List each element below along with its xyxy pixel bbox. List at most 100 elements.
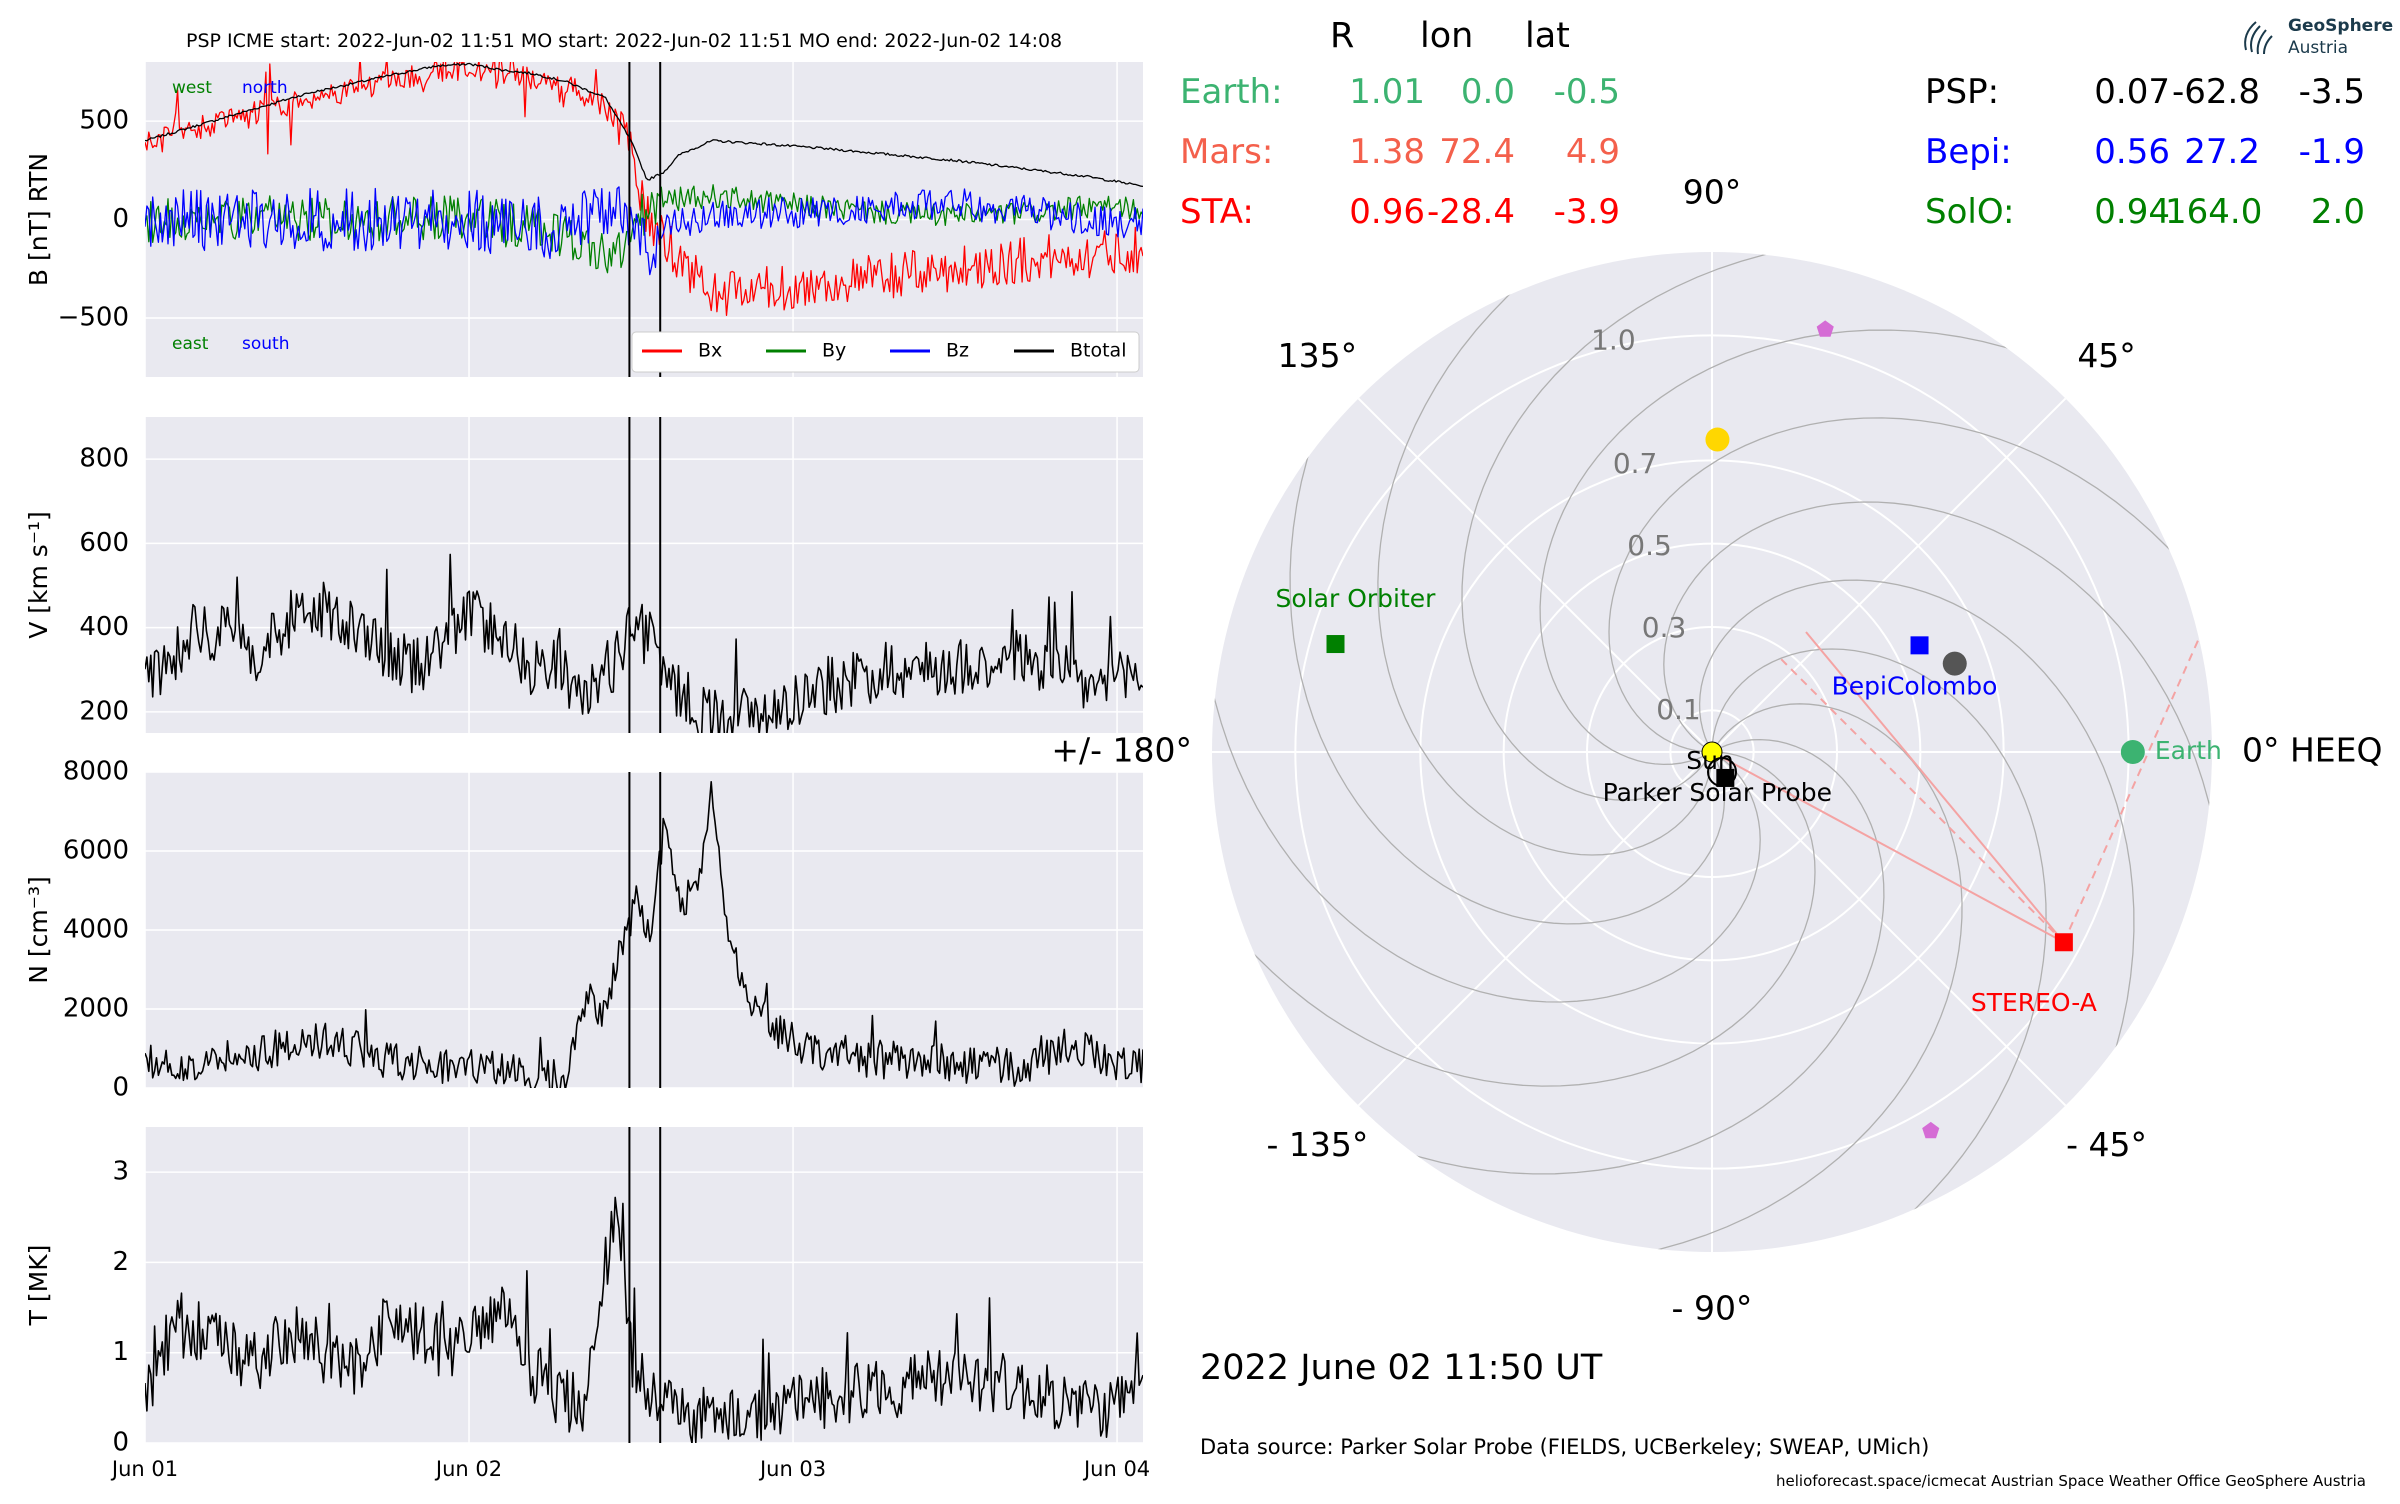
panel-4: 3 2 1 0 T [MK] — [24, 1127, 1143, 1458]
y-tick-label: 2 — [112, 1247, 129, 1277]
col-header-lon: lon — [1420, 16, 1474, 56]
legend-label: By — [822, 340, 846, 362]
y-tick-label: 400 — [79, 612, 129, 642]
series-line-v — [145, 553, 1143, 733]
panel-background — [145, 417, 1143, 733]
position-cell-name: SolO: — [1925, 192, 2015, 232]
footer-credits: helioforecast.space/icmecat Austrian Spa… — [1776, 1472, 2366, 1490]
series-line-bx — [145, 62, 1143, 317]
south-annotation: south — [242, 334, 289, 354]
angle-label: +/- 180° — [1051, 731, 1192, 770]
polar-plot: 0.1 0.3 0.5 0.7 1.0 90° 45° 0° HEEQ - 45° - 90° - … — [1051, 173, 2382, 1328]
y-tick-label: 1 — [112, 1337, 129, 1367]
solar-orbiter-marker — [1326, 635, 1345, 654]
plot-title: PSP ICME start: 2022-Jun-02 11:51 MO sta… — [186, 30, 1063, 52]
angle-label: 135° — [1278, 336, 1358, 375]
solar-orbiter-label: Solar Orbiter — [1276, 584, 1437, 613]
position-cell-r: 1.01 — [1349, 72, 1425, 112]
parker-spiral-line — [1289, 256, 1726, 925]
legend-label: Btotal — [1070, 340, 1126, 362]
north-annotation: north — [242, 78, 288, 98]
radial-tick-label: 0.3 — [1642, 611, 1687, 644]
col-header-lat: lat — [1525, 16, 1570, 56]
legend-label: Bx — [698, 340, 722, 362]
position-cell-lat: -3.9 — [1553, 192, 1620, 232]
radial-tick-label: 0.7 — [1613, 447, 1658, 480]
panel-2: 800 600 400 200 V [km s⁻¹] — [24, 417, 1143, 733]
position-cell-name: Earth: — [1180, 72, 1283, 112]
panel-3: 8000 6000 4000 2000 0 N [cm⁻³] — [24, 757, 1143, 1103]
sta-fov-line — [1805, 631, 2065, 943]
data-source-label: Data source: Parker Solar Probe (FIELDS,… — [1200, 1435, 1930, 1459]
position-cell-lon: 27.2 — [2184, 132, 2260, 172]
y-tick-label: 600 — [79, 528, 129, 558]
radial-tick-label: 0.5 — [1627, 529, 1672, 562]
parker-spiral-line — [1216, 738, 1885, 1175]
stereo-a-label: STEREO-A — [1971, 988, 2097, 1017]
x-tick-label: Jun 01 — [110, 1457, 178, 1481]
x-tick-label: Jun 04 — [1082, 1457, 1150, 1481]
body-marker — [1942, 651, 1967, 676]
series-line-n — [145, 780, 1143, 1088]
x-tick-label: Jun 03 — [758, 1457, 826, 1481]
position-cell-name: Mars: — [1180, 132, 1274, 172]
x-tick-label: Jun 02 — [434, 1457, 502, 1481]
position-cell-name: STA: — [1180, 192, 1254, 232]
y-axis-label: B [nT] RTN — [24, 153, 53, 286]
parker-spiral-line — [1429, 703, 1963, 1252]
position-cell-lat: 4.9 — [1565, 132, 1620, 172]
y-axis-label: T [MK] — [24, 1245, 53, 1327]
legend-label: Bz — [946, 340, 969, 362]
west-annotation: west — [172, 78, 212, 98]
series-group — [145, 62, 1143, 317]
y-tick-label: 500 — [79, 106, 129, 136]
angle-label: 0° HEEQ — [2242, 731, 2382, 770]
y-tick-label: 0 — [112, 204, 129, 234]
y-tick-label: 0 — [112, 1428, 129, 1458]
position-cell-r: 1.38 — [1349, 132, 1425, 172]
position-cell-lon: -62.8 — [2172, 72, 2260, 112]
b-legend: Bx By Bz Btotal — [631, 331, 1140, 373]
y-tick-label: 2000 — [63, 994, 129, 1024]
angle-label: 90° — [1683, 173, 1742, 212]
position-cell-lon: 72.4 — [1439, 132, 1515, 172]
parker-spiral-line — [1711, 648, 2047, 1252]
position-cell-lat: -0.5 — [1553, 72, 1620, 112]
series-line-btotal — [145, 62, 1143, 188]
body-marker — [1705, 427, 1730, 452]
parker-solar-probe-label: Parker Solar Probe — [1603, 778, 1832, 807]
series-group — [145, 1196, 1143, 1443]
east-annotation: east — [172, 334, 209, 354]
angular-gridline — [1711, 751, 2067, 1107]
position-cell-lon: -28.4 — [1427, 192, 1515, 232]
position-cell-r: 0.94 — [2094, 192, 2170, 232]
y-axis-label: N [cm⁻³] — [24, 876, 53, 983]
geosphere-logo-icon — [2244, 21, 2273, 55]
bepicolombo-label: BepiColombo — [1832, 671, 1998, 700]
angular-gridline — [1711, 397, 2067, 753]
y-tick-label: 200 — [79, 696, 129, 726]
y-tick-label: 3 — [112, 1157, 129, 1187]
parker-spiral-line — [1663, 501, 2212, 1035]
position-cell-lat: -3.5 — [2298, 72, 2365, 112]
position-cell-lat: 2.0 — [2310, 192, 2365, 232]
psp-orbit-ring — [1707, 757, 1737, 787]
sta-line — [1711, 751, 2065, 944]
angle-label: - 135° — [1266, 1125, 1368, 1164]
series-group — [145, 780, 1143, 1088]
angle-label: - 90° — [1672, 1289, 1753, 1328]
parker-spiral-line — [1608, 417, 2212, 753]
earth-label: Earth — [2155, 736, 2222, 765]
position-cell-lon: 0.0 — [1460, 72, 1515, 112]
angle-label: 45° — [2077, 336, 2136, 375]
logo-line-2: Austria — [2288, 38, 2349, 58]
parker-spiral-line — [1212, 469, 1761, 1003]
logo-line-1: GeoSphere — [2288, 16, 2394, 36]
position-cell-name: Bepi: — [1925, 132, 2012, 172]
angle-label: - 45° — [2066, 1125, 2147, 1164]
y-tick-label: 4000 — [63, 915, 129, 945]
stereo-a-marker — [2054, 933, 2073, 952]
